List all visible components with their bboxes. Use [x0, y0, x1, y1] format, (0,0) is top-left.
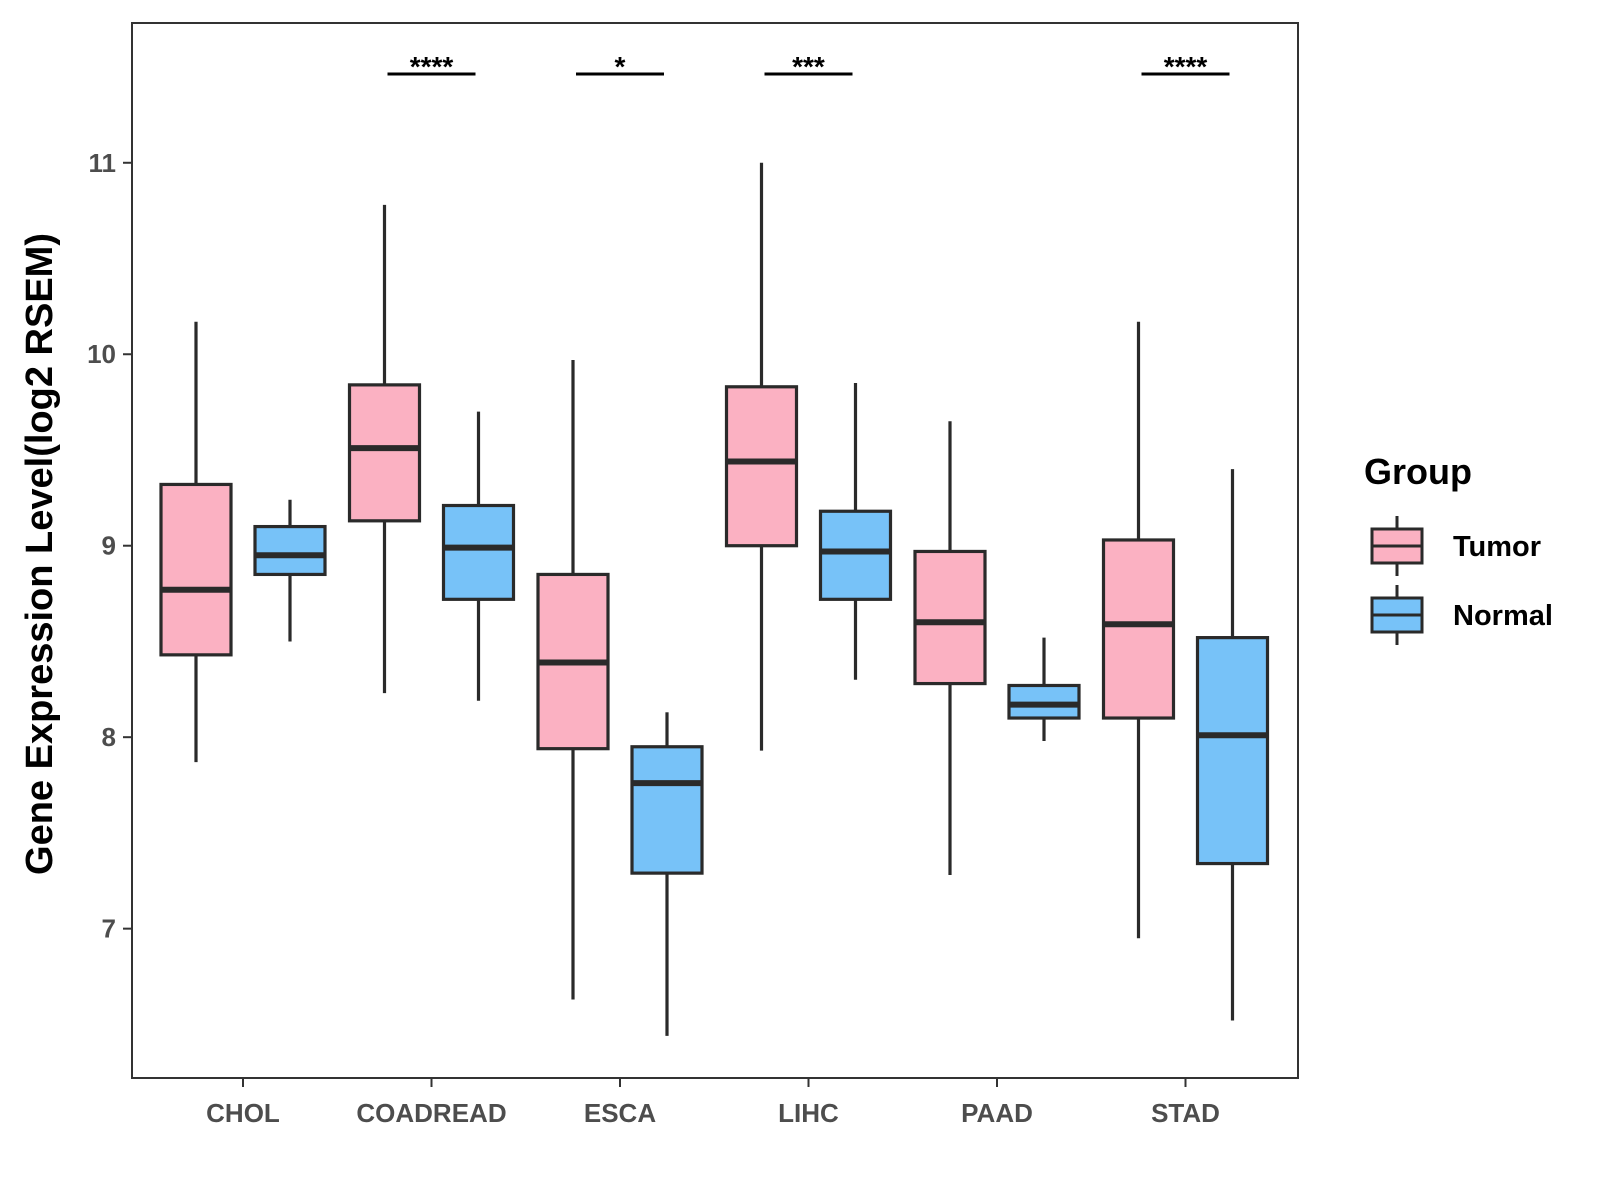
box-iqr: [347, 383, 422, 523]
significance-lihc: ***: [764, 51, 853, 82]
significance-label: ****: [1164, 51, 1208, 82]
legend-title: Group: [1364, 451, 1472, 492]
legend: Group Tumor Normal: [1364, 451, 1553, 645]
box-normal-coadread: [441, 411, 516, 701]
box-iqr: [159, 482, 233, 657]
significance-label: ***: [792, 51, 825, 82]
box-tumor-esca: [536, 359, 610, 1000]
box-tumor-paad: [913, 421, 987, 876]
legend-item-tumor: Tumor: [1370, 516, 1541, 576]
box-iqr: [1195, 636, 1270, 866]
plot-panel-border: [131, 22, 1299, 1079]
box-tumor-stad: [1101, 321, 1176, 939]
box-iqr: [818, 509, 893, 601]
significance-label: *: [615, 51, 626, 82]
box-iqr: [630, 745, 704, 875]
legend-label-normal: Normal: [1453, 600, 1553, 632]
plot-area: **** * *** ****: [159, 51, 1270, 1036]
legend-label-tumor: Tumor: [1453, 531, 1541, 563]
significance-coadread: ****: [387, 51, 476, 82]
y-tick-label-11: 11: [89, 148, 117, 178]
x-tick-label-lihc: LIHC: [778, 1098, 839, 1128]
y-tick-label-7: 7: [102, 914, 116, 944]
legend-item-normal: Normal: [1370, 585, 1553, 645]
box-iqr: [441, 503, 516, 601]
box-tumor-coadread: [347, 204, 422, 694]
box-normal-chol: [253, 499, 327, 642]
significance-label: ****: [410, 51, 454, 82]
x-tick-label-paad: PAAD: [961, 1098, 1033, 1128]
box-iqr: [913, 549, 987, 686]
y-tick-label-8: 8: [102, 722, 116, 752]
y-tick-label-9: 9: [102, 531, 116, 561]
x-tick-label-stad: STAD: [1151, 1098, 1220, 1128]
box-iqr: [1101, 538, 1176, 720]
x-tick-label-esca: ESCA: [584, 1098, 656, 1128]
x-tick-label-chol: CHOL: [206, 1098, 280, 1128]
axes: 7 8 9 10 11 CHOL COADREAD ESCA LIHC PAAD STAD: [87, 22, 1299, 1128]
box-normal-stad: [1195, 469, 1270, 1021]
box-iqr: [724, 385, 799, 548]
box-iqr: [253, 524, 327, 577]
box-normal-paad: [1007, 637, 1081, 742]
box-tumor-chol: [159, 321, 233, 763]
significance-esca: *: [576, 51, 664, 82]
y-tick-label-10: 10: [87, 339, 116, 369]
x-tick-label-coadread: COADREAD: [356, 1098, 506, 1128]
box-normal-lihc: [818, 382, 893, 680]
significance-stad: ****: [1141, 51, 1230, 82]
box-tumor-lihc: [724, 162, 799, 751]
y-axis-title: Gene Expression Level(log2 RSEM): [19, 233, 61, 875]
box-normal-esca: [630, 712, 704, 1036]
